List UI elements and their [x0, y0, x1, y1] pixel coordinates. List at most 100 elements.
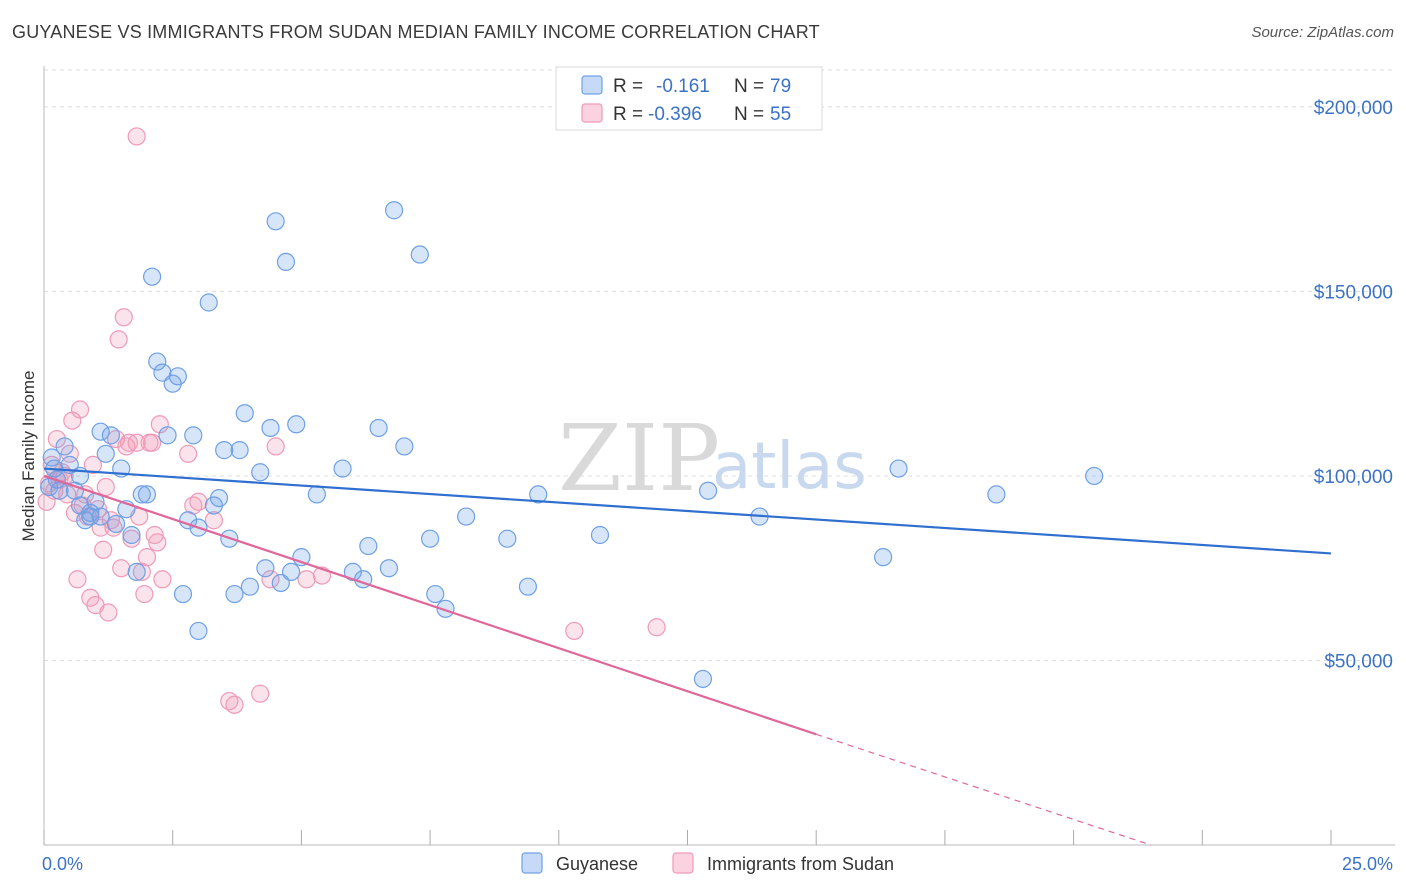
x-tick-label-max: 25.0%	[1342, 854, 1393, 874]
legend-n-value-1: 79	[770, 76, 791, 97]
guyanese-point	[122, 525, 141, 545]
watermark-zip: ZIP	[558, 405, 720, 512]
guyanese-point	[889, 459, 908, 478]
guyanese-point	[529, 485, 548, 504]
guyanese-point	[518, 577, 538, 596]
sudan-point	[96, 477, 115, 497]
sudan-point	[112, 559, 131, 578]
sudan-point	[109, 330, 128, 349]
sudan-point	[565, 621, 584, 641]
bottom-legend-guyanese: Guyanese	[556, 854, 638, 874]
guyanese-point	[276, 252, 296, 272]
sudan-point	[297, 570, 316, 589]
legend-n-value-2: 55	[770, 104, 791, 125]
guyanese-point	[91, 422, 110, 441]
guyanese-trend-line	[43, 467, 1332, 555]
sudan-point	[127, 433, 146, 452]
guyanese-point	[168, 367, 187, 386]
watermark-atlas: atlas	[712, 430, 867, 504]
guyanese-point	[132, 485, 151, 504]
guyanese-point	[42, 448, 61, 467]
bottom-swatch-sudan	[672, 852, 694, 874]
guyanese-point	[230, 441, 249, 460]
guyanese-point	[189, 621, 208, 641]
series-legend: Guyanese Immigrants from Sudan	[521, 852, 894, 874]
guyanese-point	[436, 599, 455, 618]
sudan-point	[47, 429, 66, 449]
bottom-swatch-guyanese	[521, 852, 543, 874]
legend-n-label-1: N =	[734, 76, 764, 97]
legend-r-label-1: R =	[613, 76, 643, 97]
guyanese-point	[271, 573, 290, 593]
guyanese-point	[153, 363, 172, 382]
guyanese-point	[282, 562, 301, 582]
guyanese-point	[225, 584, 244, 604]
guyanese-point	[307, 485, 326, 504]
sudan-point	[145, 525, 164, 545]
chart-title: GUYANESE VS IMMIGRANTS FROM SUDAN MEDIAN…	[12, 22, 820, 42]
sudan-point	[189, 492, 208, 511]
guyanese-point	[987, 485, 1006, 504]
guyanese-point	[693, 669, 713, 689]
sudan-point	[251, 684, 270, 703]
guyanese-point	[395, 437, 414, 456]
guyanese-point	[173, 584, 193, 604]
guyanese-point	[698, 481, 718, 500]
guyanese-point	[148, 352, 167, 371]
guyanese-point	[199, 293, 218, 312]
sudan-points	[37, 127, 666, 714]
guyanese-point	[1085, 466, 1104, 486]
sudan-trend-extension	[816, 733, 1152, 846]
guyanese-point	[333, 459, 352, 478]
guyanese-point	[235, 404, 254, 423]
legend-r-label-2: R =	[613, 104, 643, 125]
guyanese-point	[421, 529, 440, 548]
guyanese-point	[209, 488, 229, 508]
guyanese-point	[266, 212, 285, 231]
sudan-point	[119, 433, 139, 452]
guyanese-point	[81, 503, 100, 522]
sudan-point	[127, 127, 146, 146]
guyanese-point	[590, 525, 610, 545]
y-tick-label: $50,000	[1324, 651, 1393, 672]
guyanese-point	[143, 267, 162, 286]
y-tick-label: $100,000	[1314, 467, 1393, 488]
guyanese-point	[457, 507, 476, 526]
guyanese-point	[874, 548, 893, 567]
guyanese-point	[55, 437, 74, 456]
guyanese-point	[426, 584, 445, 604]
guyanese-point	[410, 245, 429, 264]
sudan-point	[99, 603, 118, 622]
sudan-point	[153, 570, 172, 589]
sudan-point	[143, 433, 162, 452]
legend-swatch-sudan	[581, 103, 603, 123]
legend-r-value-1: -0.161	[656, 76, 710, 97]
guyanese-point	[101, 426, 121, 445]
sudan-point	[135, 584, 154, 604]
guyanese-point	[215, 441, 234, 460]
sudan-point	[179, 444, 198, 463]
sudan-point	[204, 511, 223, 530]
sudan-point	[137, 548, 157, 567]
guyanese-point	[251, 463, 270, 482]
guyanese-point	[256, 559, 275, 578]
grid	[44, 69, 1395, 661]
y-axis-title: Median Family Income	[19, 370, 38, 541]
guyanese-point	[106, 514, 126, 534]
sudan-trend-line	[43, 474, 817, 736]
legend-r-value-2: -0.396	[648, 104, 702, 125]
guyanese-point	[70, 496, 90, 515]
guyanese-point	[384, 201, 404, 220]
source-credit: Source: ZipAtlas.com	[1251, 24, 1394, 41]
sudan-point	[148, 533, 167, 552]
guyanese-point	[127, 562, 146, 582]
trend-lines	[43, 467, 1332, 846]
correlation-legend: R = -0.161 N = 79 R = -0.396 N = 55	[555, 66, 823, 131]
legend-n-label-2: N =	[734, 104, 764, 125]
guyanese-point	[498, 529, 517, 548]
y-axis-labels: $50,000 $100,000 $150,000 $200,000	[1314, 98, 1393, 673]
x-tick-label-min: 0.0%	[42, 854, 83, 874]
guyanese-point	[379, 559, 399, 578]
guyanese-point	[287, 415, 306, 434]
